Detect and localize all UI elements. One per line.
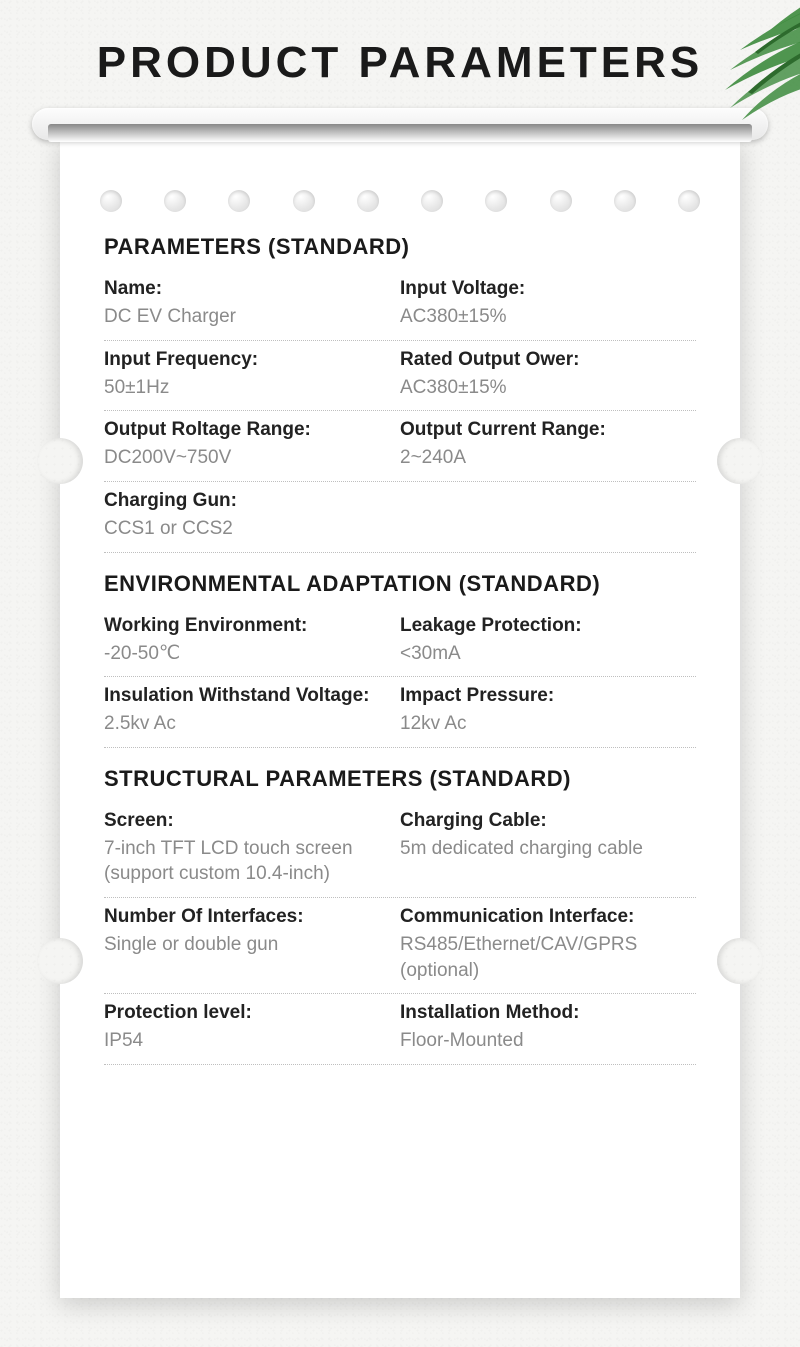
spec-value: AC380±15% — [400, 375, 688, 401]
punch-hole — [421, 190, 443, 212]
spec-value: -20-50℃ — [104, 641, 392, 667]
spec-label: Working Environment: — [104, 615, 392, 637]
spec-label: Name: — [104, 278, 392, 300]
spec-label: Communication Interface: — [400, 906, 688, 928]
spec-label: Insulation Withstand Voltage: — [104, 685, 392, 707]
spec-row: Name: DC EV Charger Input Voltage: AC380… — [104, 270, 696, 341]
spec-value: Floor-Mounted — [400, 1028, 688, 1054]
spec-value: DC200V~750V — [104, 445, 392, 471]
scroll-rod-inner — [48, 124, 752, 142]
spec-value: 2~240A — [400, 445, 688, 471]
spec-value: 2.5kv Ac — [104, 711, 392, 737]
spec-row: Screen: 7-inch TFT LCD touch screen (sup… — [104, 802, 696, 898]
spec-value: CCS1 or CCS2 — [104, 516, 392, 542]
spec-cell: Output Roltage Range: DC200V~750V — [104, 419, 400, 471]
spec-row: Number Of Interfaces: Single or double g… — [104, 898, 696, 994]
spec-label: Output Roltage Range: — [104, 419, 392, 441]
spec-value: 50±1Hz — [104, 375, 392, 401]
card-notch — [717, 938, 763, 984]
spec-cell: Rated Output Ower: AC380±15% — [400, 349, 696, 401]
punch-hole — [100, 190, 122, 212]
spec-row: Charging Gun: CCS1 or CCS2 — [104, 482, 696, 553]
spec-cell: Number Of Interfaces: Single or double g… — [104, 906, 400, 983]
card-notch — [717, 438, 763, 484]
punch-hole — [550, 190, 572, 212]
spec-cell: Working Environment: -20-50℃ — [104, 615, 400, 667]
punch-hole — [164, 190, 186, 212]
card-content: PARAMETERS (STANDARD) Name: DC EV Charge… — [104, 234, 696, 1065]
spec-cell: Charging Cable: 5m dedicated charging ca… — [400, 810, 696, 887]
card-notch — [37, 438, 83, 484]
section-heading-environmental: ENVIRONMENTAL ADAPTATION (STANDARD) — [104, 571, 696, 597]
spec-label: Number Of Interfaces: — [104, 906, 392, 928]
spec-card: PARAMETERS (STANDARD) Name: DC EV Charge… — [60, 138, 740, 1298]
spec-label: Screen: — [104, 810, 392, 832]
punch-hole — [293, 190, 315, 212]
spec-row: Insulation Withstand Voltage: 2.5kv Ac I… — [104, 677, 696, 748]
spec-label: Input Voltage: — [400, 278, 688, 300]
punch-hole-row — [100, 190, 700, 212]
spec-label: Installation Method: — [400, 1002, 688, 1024]
spec-value: 7-inch TFT LCD touch screen (support cus… — [104, 836, 392, 887]
punch-hole — [614, 190, 636, 212]
spec-value: AC380±15% — [400, 304, 688, 330]
spec-value: Single or double gun — [104, 932, 392, 958]
spec-label: Protection level: — [104, 1002, 392, 1024]
spec-label: Rated Output Ower: — [400, 349, 688, 371]
spec-cell: Input Frequency: 50±1Hz — [104, 349, 400, 401]
spec-cell: Communication Interface: RS485/Ethernet/… — [400, 906, 696, 983]
punch-hole — [678, 190, 700, 212]
spec-cell: Installation Method: Floor-Mounted — [400, 1002, 696, 1054]
spec-value: 5m dedicated charging cable — [400, 836, 688, 862]
spec-label: Leakage Protection: — [400, 615, 688, 637]
spec-value: DC EV Charger — [104, 304, 392, 330]
punch-hole — [228, 190, 250, 212]
spec-label: Charging Gun: — [104, 490, 392, 512]
card-notch — [37, 938, 83, 984]
spec-row: Protection level: IP54 Installation Meth… — [104, 994, 696, 1065]
spec-row: Output Roltage Range: DC200V~750V Output… — [104, 411, 696, 482]
spec-cell: Charging Gun: CCS1 or CCS2 — [104, 490, 400, 542]
spec-cell: Insulation Withstand Voltage: 2.5kv Ac — [104, 685, 400, 737]
spec-value: RS485/Ethernet/CAV/GPRS (optional) — [400, 932, 688, 983]
spec-value: IP54 — [104, 1028, 392, 1054]
punch-hole — [357, 190, 379, 212]
spec-cell: Output Current Range: 2~240A — [400, 419, 696, 471]
section-heading-parameters: PARAMETERS (STANDARD) — [104, 234, 696, 260]
spec-row: Working Environment: -20-50℃ Leakage Pro… — [104, 607, 696, 678]
punch-hole — [485, 190, 507, 212]
spec-cell: Impact Pressure: 12kv Ac — [400, 685, 696, 737]
palm-leaf-decoration — [670, 0, 800, 130]
spec-cell — [400, 490, 696, 542]
spec-cell: Screen: 7-inch TFT LCD touch screen (sup… — [104, 810, 400, 887]
spec-value: <30mA — [400, 641, 688, 667]
spec-label: Input Frequency: — [104, 349, 392, 371]
spec-label: Impact Pressure: — [400, 685, 688, 707]
spec-cell: Input Voltage: AC380±15% — [400, 278, 696, 330]
spec-cell: Protection level: IP54 — [104, 1002, 400, 1054]
spec-value: 12kv Ac — [400, 711, 688, 737]
spec-cell: Name: DC EV Charger — [104, 278, 400, 330]
spec-label: Output Current Range: — [400, 419, 688, 441]
spec-row: Input Frequency: 50±1Hz Rated Output Owe… — [104, 341, 696, 412]
spec-cell: Leakage Protection: <30mA — [400, 615, 696, 667]
section-heading-structural: STRUCTURAL PARAMETERS (STANDARD) — [104, 766, 696, 792]
spec-label: Charging Cable: — [400, 810, 688, 832]
